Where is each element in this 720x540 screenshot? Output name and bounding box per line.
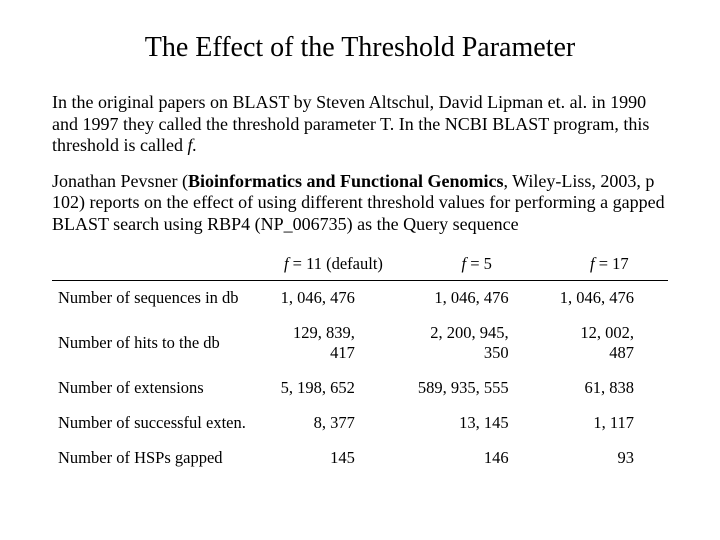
cell: 8, 377	[264, 406, 403, 441]
cell: 5, 198, 652	[264, 371, 403, 406]
cell: 146	[403, 441, 551, 476]
para2-pre: Jonathan Pevsner (	[52, 171, 188, 191]
cell: 61, 838	[551, 371, 668, 406]
table-header-col3: f = 17	[551, 250, 668, 281]
cell: 12, 002, 487	[551, 316, 668, 371]
cell: 1, 046, 476	[264, 280, 403, 316]
paragraph-2: Jonathan Pevsner (Bioinformatics and Fun…	[52, 171, 668, 236]
row-label: Number of hits to the db	[52, 316, 264, 371]
cell: 1, 117	[551, 406, 668, 441]
table-row: Number of hits to the db 129, 839, 417 2…	[52, 316, 668, 371]
col3-rest: = 17	[595, 254, 629, 273]
cell: 13, 145	[403, 406, 551, 441]
cell: 129, 839, 417	[264, 316, 403, 371]
cell: 1, 046, 476	[551, 280, 668, 316]
table-row: Number of extensions 5, 198, 652 589, 93…	[52, 371, 668, 406]
table-header-col1: f = 11 (default)	[264, 250, 403, 281]
row-label: Number of sequences in db	[52, 280, 264, 316]
row-label: Number of extensions	[52, 371, 264, 406]
table-header-empty	[52, 250, 264, 281]
table-row: Number of sequences in db 1, 046, 476 1,…	[52, 280, 668, 316]
table-row: Number of successful exten. 8, 377 13, 1…	[52, 406, 668, 441]
table-header-col2: f = 5	[403, 250, 551, 281]
cell: 145	[264, 441, 403, 476]
col2-rest: = 5	[466, 254, 492, 273]
cell: 93	[551, 441, 668, 476]
table-row: Number of HSPs gapped 145 146 93	[52, 441, 668, 476]
cell: 589, 935, 555	[403, 371, 551, 406]
row-label: Number of HSPs gapped	[52, 441, 264, 476]
slide-title: The Effect of the Threshold Parameter	[52, 32, 668, 64]
para1-text: In the original papers on BLAST by Steve…	[52, 92, 649, 155]
row-label: Number of successful exten.	[52, 406, 264, 441]
paragraph-1: In the original papers on BLAST by Steve…	[52, 92, 668, 157]
col1-rest: = 11 (default)	[289, 254, 383, 273]
table-header-row: f = 11 (default) f = 5 f = 17	[52, 250, 668, 281]
threshold-table: f = 11 (default) f = 5 f = 17 Number of …	[52, 250, 668, 476]
slide: The Effect of the Threshold Parameter In…	[0, 0, 720, 540]
table-body: Number of sequences in db 1, 046, 476 1,…	[52, 280, 668, 476]
para2-book-title: Bioinformatics and Functional Genomics	[188, 171, 504, 191]
cell: 1, 046, 476	[403, 280, 551, 316]
cell: 2, 200, 945, 350	[403, 316, 551, 371]
para1-f: f.	[187, 135, 197, 155]
